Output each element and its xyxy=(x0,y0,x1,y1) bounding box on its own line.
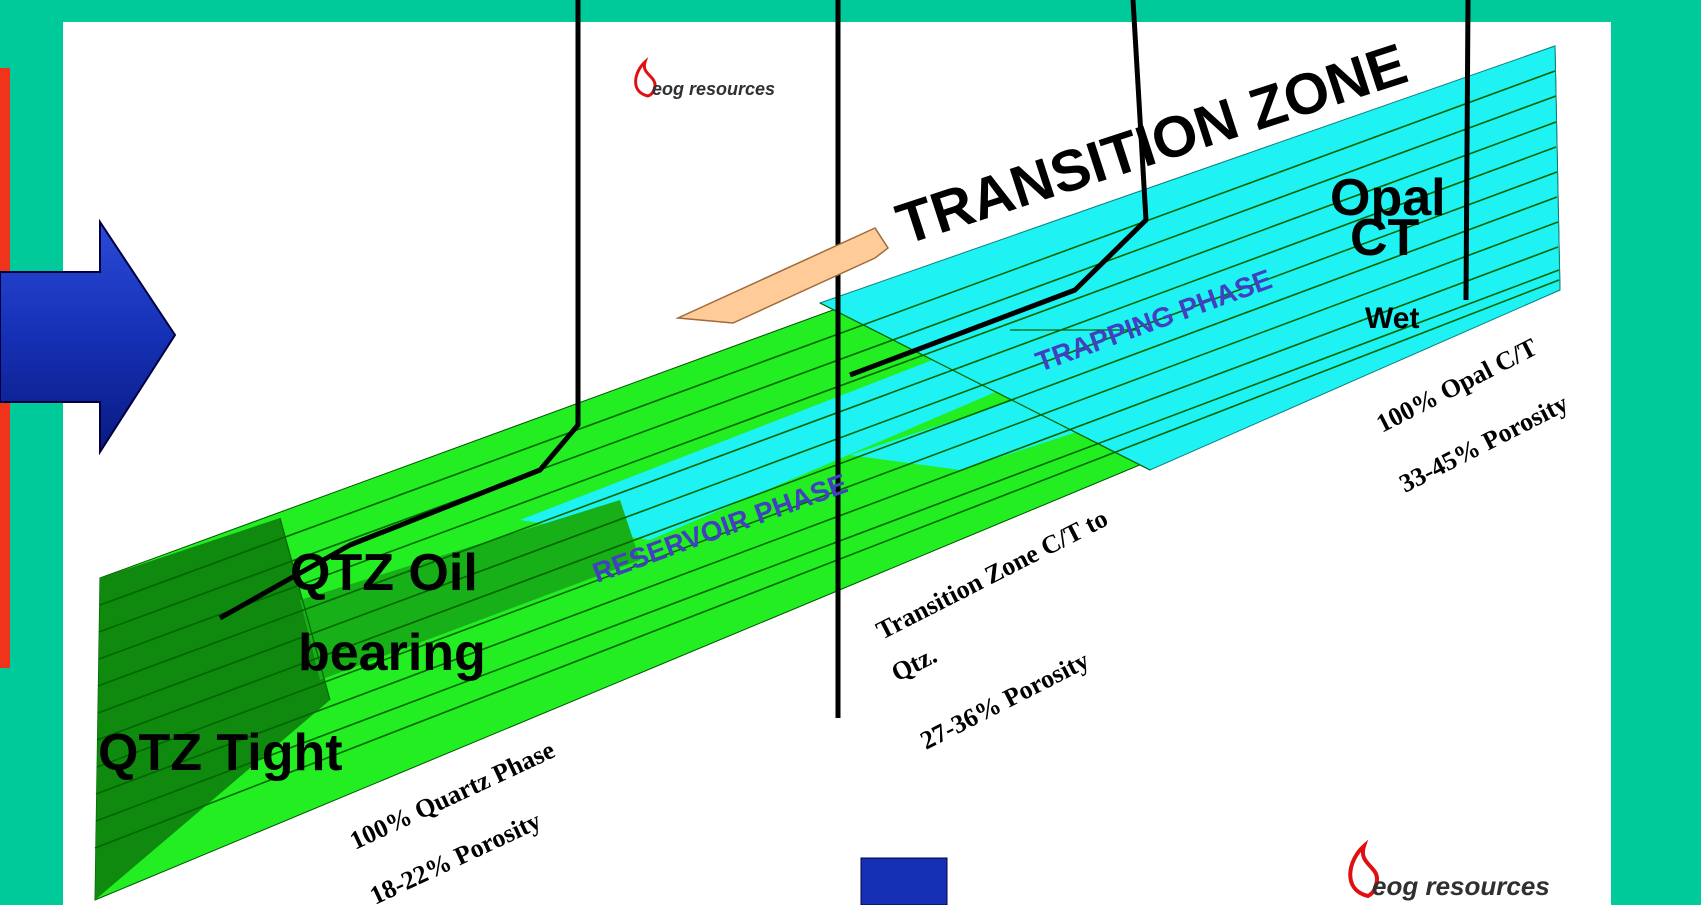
eog-logo-top: eog resources xyxy=(634,57,775,99)
flame-icon xyxy=(634,57,657,98)
block-diagram xyxy=(94,45,1561,901)
well-paths xyxy=(218,0,1471,718)
well-1 xyxy=(218,0,581,621)
logo-text: eog resources xyxy=(652,79,775,99)
cyan-tongue-upper xyxy=(520,330,1140,540)
wet-label: Wet xyxy=(1365,302,1419,335)
opal-label-line2: CT xyxy=(1350,209,1420,267)
facies-boundaries xyxy=(279,302,1151,701)
dark-green-tight-zone xyxy=(95,518,330,900)
eog-logo-bottom: eog resources xyxy=(1348,839,1550,901)
transition-porosity-label: 27-36% Porosity xyxy=(916,645,1094,755)
qtz-tight-label: QTZ Tight xyxy=(98,724,343,782)
well-3 xyxy=(849,0,1149,378)
blue-square xyxy=(860,857,948,905)
qtz-oil-label-line1: QTZ Oil xyxy=(290,544,478,602)
cyan-tongue-lower xyxy=(850,385,1200,470)
transition-zone-ct-label-line2: Qtz. xyxy=(887,640,942,687)
bedding-lines xyxy=(94,70,1560,849)
logo-text: eog resources xyxy=(1372,871,1550,901)
well-4 xyxy=(1463,0,1471,301)
opal-label-line1: Opal xyxy=(1330,169,1446,227)
blue-block-arrow xyxy=(0,218,177,456)
transition-arrow xyxy=(675,227,890,324)
dark-green-band xyxy=(300,500,640,680)
qtz-oil-label-line2: bearing xyxy=(298,624,486,682)
flame-icon xyxy=(1348,839,1379,899)
